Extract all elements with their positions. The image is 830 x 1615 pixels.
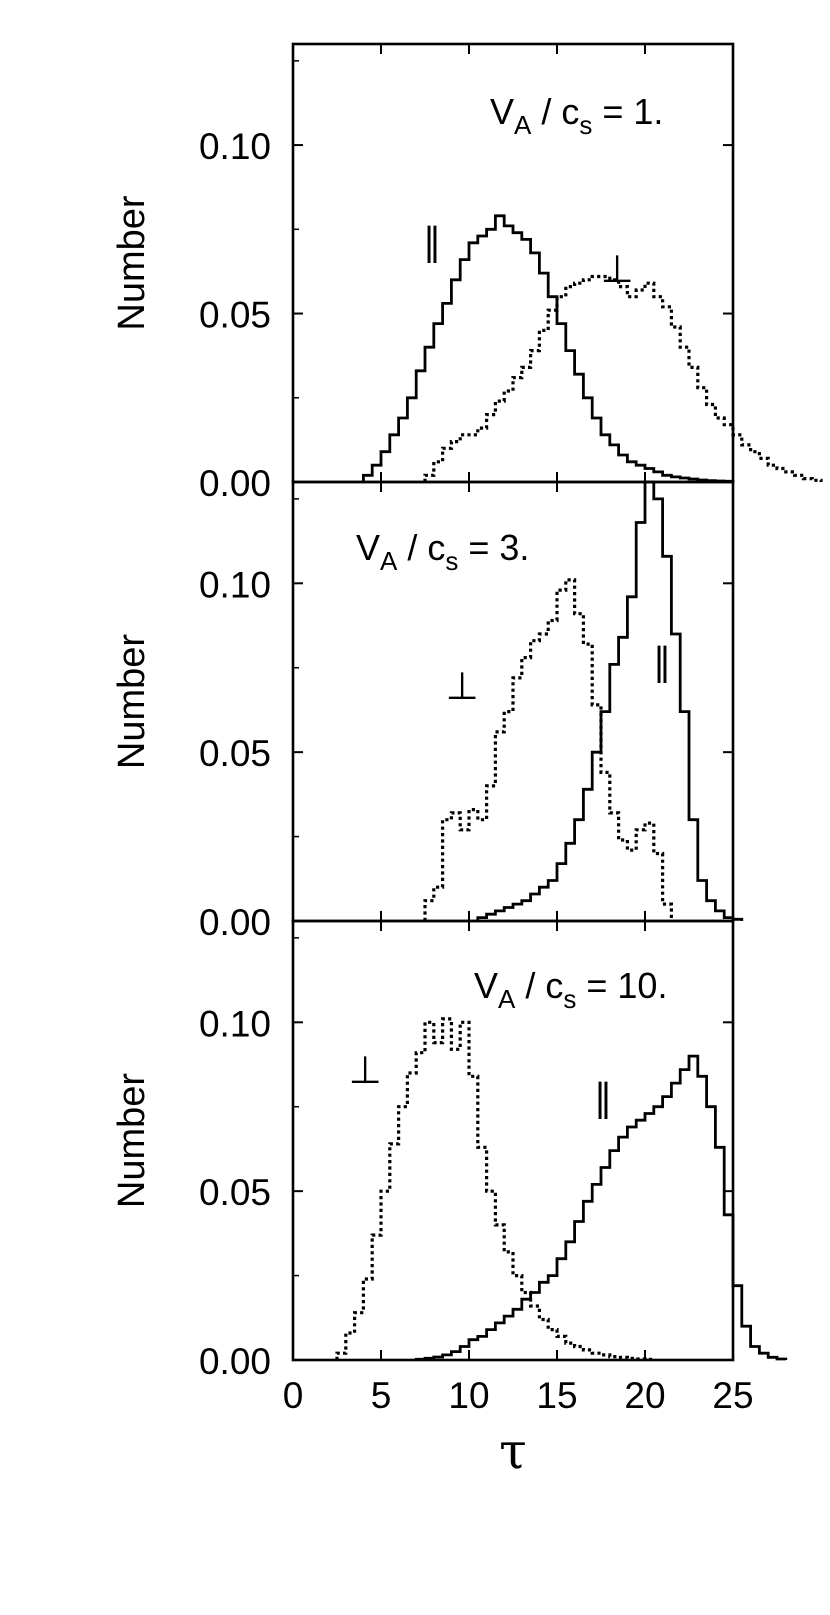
y-tick-label: 0.05 <box>199 733 271 774</box>
series-perpendicular-histogram <box>335 1017 656 1361</box>
annotation-sub2: s <box>445 546 458 576</box>
y-tick-label: 0.00 <box>199 463 271 504</box>
annotation-sub1: A <box>498 984 516 1014</box>
series-perpendicular-histogram <box>423 578 673 921</box>
y-axis-label: Number <box>111 634 153 769</box>
series-label-parallel: ∥ <box>594 1076 613 1120</box>
annotation-sub1: A <box>514 110 532 140</box>
y-tick-label: 0.05 <box>199 295 271 336</box>
x-tick-label: 5 <box>371 1375 392 1416</box>
x-axis-label: τ <box>499 1422 527 1480</box>
panel-1: 0.00 0.05 0.10 Number VA / cs = 1. ∥ ⊥ <box>111 42 823 504</box>
series-label-parallel: ∥ <box>423 220 442 264</box>
panel-2: 0.00 0.05 0.10 Number VA / cs = 3. ∥ ⊥ <box>111 480 744 943</box>
panel-annotation: VA / cs = 1. <box>490 91 663 140</box>
x-tick-label: 0 <box>283 1375 304 1416</box>
annotation-suffix: = 1. <box>592 91 663 132</box>
series-perpendicular-histogram <box>423 274 823 482</box>
annotation-sub1: A <box>380 546 398 576</box>
y-tick-label: 0.10 <box>199 564 271 605</box>
series-parallel-histogram <box>414 1054 788 1361</box>
series-parallel-histogram <box>476 480 744 921</box>
annotation-prefix: V <box>356 527 380 568</box>
annotation-suffix: = 3. <box>458 527 529 568</box>
series-label-perpendicular: ⊥ <box>348 1048 381 1092</box>
annotation-mid: / c <box>515 965 563 1006</box>
y-tick-label: 0.10 <box>199 126 271 167</box>
panel-annotation: VA / cs = 3. <box>356 527 529 576</box>
annotation-sub2: s <box>563 984 576 1014</box>
panel-annotation: VA / cs = 10. <box>474 965 667 1014</box>
series-parallel-histogram <box>362 214 735 483</box>
annotation-sub2: s <box>579 110 592 140</box>
series-label-parallel: ∥ <box>653 640 672 684</box>
x-tick-label: 25 <box>712 1375 753 1416</box>
y-axis-label: Number <box>111 195 153 330</box>
x-tick-label: 10 <box>448 1375 489 1416</box>
panel-3: 0.00 0.05 0.10 Number VA / cs = 10. ∥ ⊥ 0 5 10 15 2… <box>111 919 788 1480</box>
annotation-mid: / c <box>397 527 445 568</box>
y-tick-label: 0.00 <box>199 902 271 943</box>
annotation-prefix: V <box>474 965 498 1006</box>
y-axis-label: Number <box>111 1073 153 1208</box>
series-label-perpendicular: ⊥ <box>445 664 478 708</box>
x-tick-label: 20 <box>624 1375 665 1416</box>
y-tick-label: 0.00 <box>199 1341 271 1382</box>
series-label-perpendicular: ⊥ <box>600 247 633 291</box>
y-tick-label: 0.10 <box>199 1003 271 1044</box>
annotation-prefix: V <box>490 91 514 132</box>
x-tick-label: 15 <box>536 1375 577 1416</box>
annotation-mid: / c <box>531 91 579 132</box>
y-tick-label: 0.05 <box>199 1172 271 1213</box>
panel-frame <box>291 919 735 1362</box>
annotation-suffix: = 10. <box>576 965 667 1006</box>
